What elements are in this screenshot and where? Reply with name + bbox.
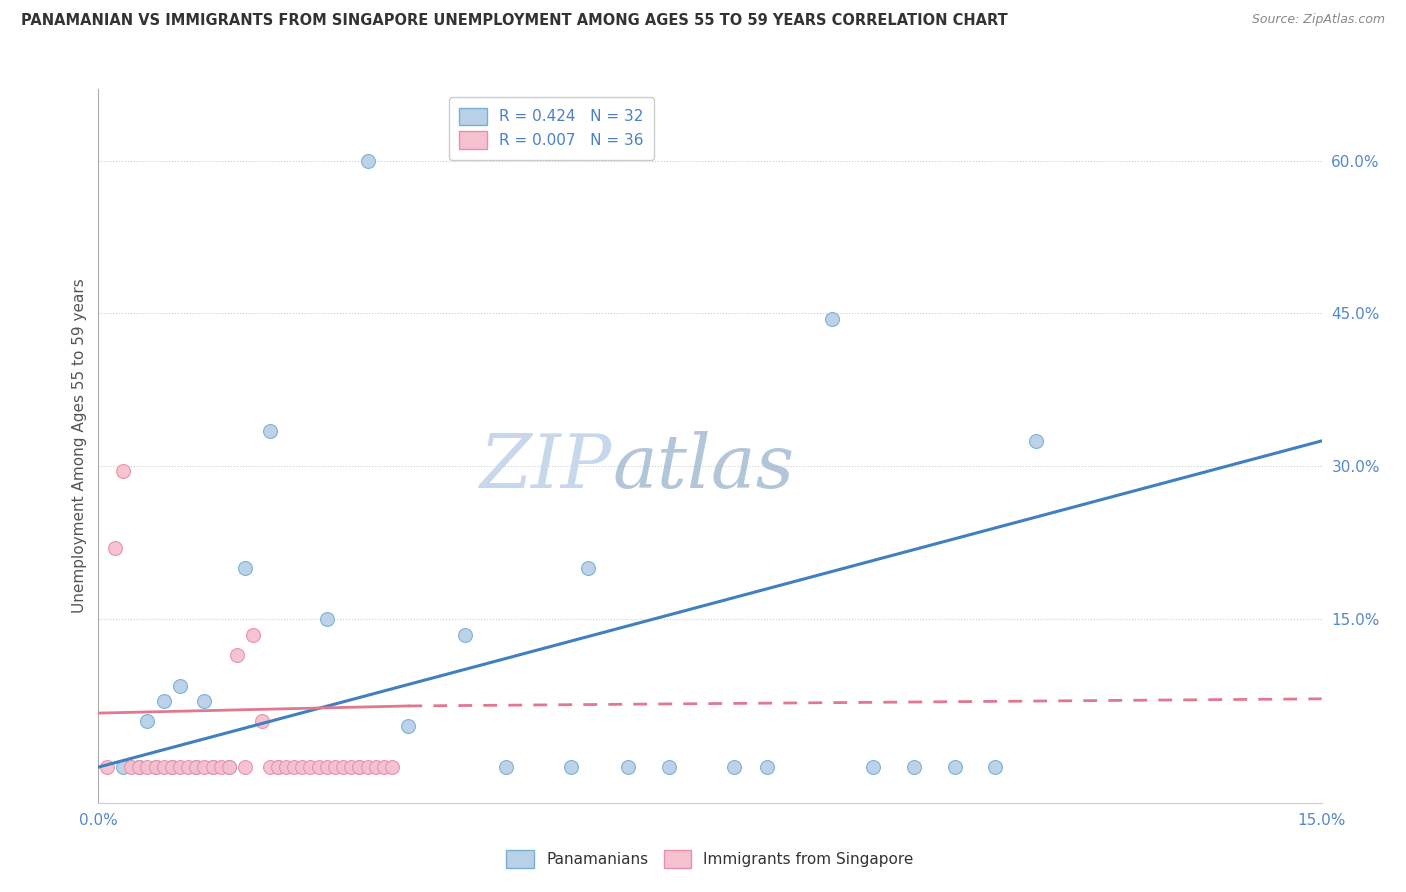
Point	[323, 760, 346, 774]
Point	[145, 760, 167, 774]
Legend: Panamanians, Immigrants from Singapore: Panamanians, Immigrants from Singapore	[501, 844, 920, 873]
Point	[128, 760, 150, 774]
Point	[308, 760, 330, 774]
Point	[356, 760, 378, 774]
Point	[136, 714, 159, 729]
Text: PANAMANIAN VS IMMIGRANTS FROM SINGAPORE UNEMPLOYMENT AMONG AGES 55 TO 59 YEARS C: PANAMANIAN VS IMMIGRANTS FROM SINGAPORE …	[21, 13, 1008, 29]
Point	[756, 760, 779, 774]
Point	[315, 612, 337, 626]
Text: Source: ZipAtlas.com: Source: ZipAtlas.com	[1251, 13, 1385, 27]
Point	[104, 541, 127, 555]
Point	[152, 760, 174, 774]
Point	[96, 760, 118, 774]
Point	[617, 760, 640, 774]
Point	[152, 694, 174, 708]
Point	[201, 760, 224, 774]
Point	[373, 760, 395, 774]
Point	[821, 311, 844, 326]
Point	[111, 465, 134, 479]
Point	[128, 760, 150, 774]
Y-axis label: Unemployment Among Ages 55 to 59 years: Unemployment Among Ages 55 to 59 years	[72, 278, 87, 614]
Point	[984, 760, 1007, 774]
Point	[283, 760, 305, 774]
Point	[136, 760, 159, 774]
Point	[186, 760, 208, 774]
Point	[111, 760, 134, 774]
Point	[943, 760, 966, 774]
Point	[1025, 434, 1047, 448]
Point	[658, 760, 681, 774]
Point	[274, 760, 297, 774]
Point	[242, 627, 264, 641]
Point	[315, 760, 337, 774]
Point	[226, 648, 249, 662]
Point	[169, 679, 191, 693]
Point	[145, 760, 167, 774]
Point	[454, 627, 477, 641]
Point	[291, 760, 314, 774]
Point	[160, 760, 183, 774]
Point	[201, 760, 224, 774]
Point	[299, 760, 322, 774]
Point	[267, 760, 290, 774]
Point	[723, 760, 745, 774]
Point	[396, 719, 419, 733]
Point	[250, 714, 273, 729]
Point	[560, 760, 582, 774]
Point	[862, 760, 884, 774]
Point	[120, 760, 142, 774]
Point	[349, 760, 371, 774]
Point	[267, 760, 290, 774]
Point	[259, 760, 281, 774]
Point	[381, 760, 404, 774]
Point	[160, 760, 183, 774]
Point	[218, 760, 240, 774]
Point	[364, 760, 387, 774]
Point	[209, 760, 232, 774]
Point	[259, 424, 281, 438]
Point	[233, 561, 256, 575]
Point	[332, 760, 354, 774]
Text: atlas: atlas	[612, 431, 794, 504]
Point	[233, 760, 256, 774]
Point	[169, 760, 191, 774]
Point	[193, 694, 215, 708]
Point	[218, 760, 240, 774]
Point	[186, 760, 208, 774]
Point	[495, 760, 517, 774]
Point	[193, 760, 215, 774]
Text: ZIP: ZIP	[479, 431, 612, 504]
Point	[340, 760, 363, 774]
Point	[349, 760, 371, 774]
Point	[576, 561, 599, 575]
Point	[903, 760, 925, 774]
Point	[356, 153, 378, 168]
Point	[177, 760, 200, 774]
